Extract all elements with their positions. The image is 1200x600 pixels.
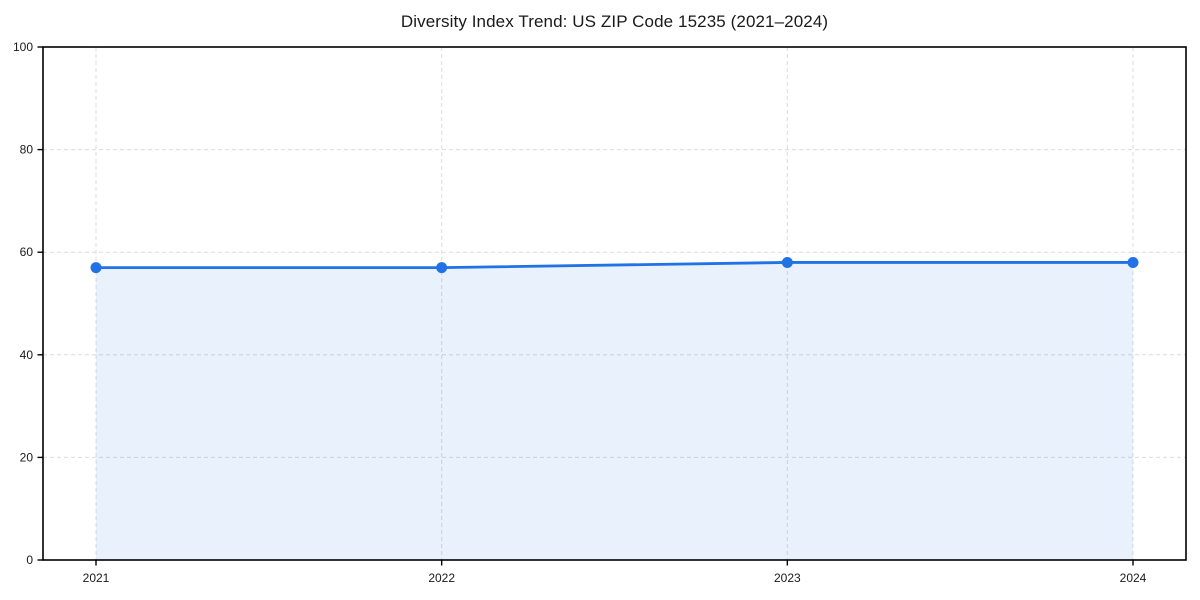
area-fill <box>96 262 1133 560</box>
y-tick-label: 40 <box>20 348 34 362</box>
x-tick-label: 2021 <box>83 571 110 585</box>
x-tick-label: 2024 <box>1120 571 1147 585</box>
data-point <box>781 256 793 268</box>
y-tick-label: 60 <box>20 245 34 259</box>
data-point <box>90 262 102 274</box>
x-tick-label: 2023 <box>774 571 801 585</box>
chart-title: Diversity Index Trend: US ZIP Code 15235… <box>400 12 829 31</box>
y-tick-label: 20 <box>20 450 34 464</box>
trend-line <box>94 261 1135 269</box>
y-tick-label: 0 <box>26 553 33 567</box>
y-tick-label: 80 <box>20 143 34 157</box>
y-tick-label: 100 <box>13 40 33 54</box>
data-point <box>1127 256 1139 268</box>
x-tick-label: 2022 <box>428 571 455 585</box>
data-point <box>436 262 448 274</box>
plot-border <box>42 46 1187 561</box>
